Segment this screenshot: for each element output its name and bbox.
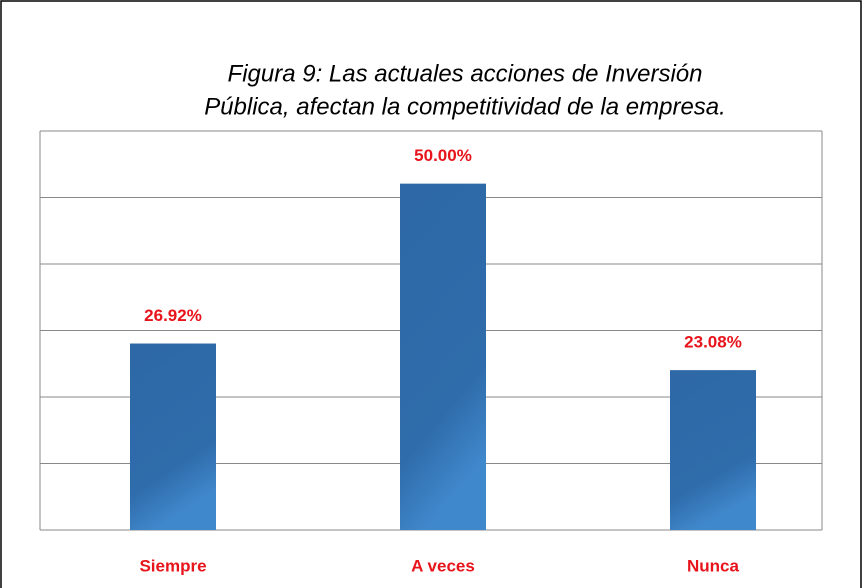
- x-tick-label: Nunca: [687, 556, 740, 575]
- bar: [130, 343, 216, 530]
- bar: [670, 370, 756, 530]
- chart-title: Pública, afectan la competitividad de la…: [204, 93, 726, 120]
- chart-title: Figura 9: Las actuales acciones de Inver…: [228, 60, 703, 87]
- x-tick-label: A veces: [411, 556, 475, 575]
- data-label: 50.00%: [414, 146, 472, 165]
- data-label: 26.92%: [144, 306, 202, 325]
- x-tick-label: Siempre: [139, 556, 206, 575]
- bar: [400, 183, 486, 531]
- data-label: 23.08%: [684, 333, 742, 352]
